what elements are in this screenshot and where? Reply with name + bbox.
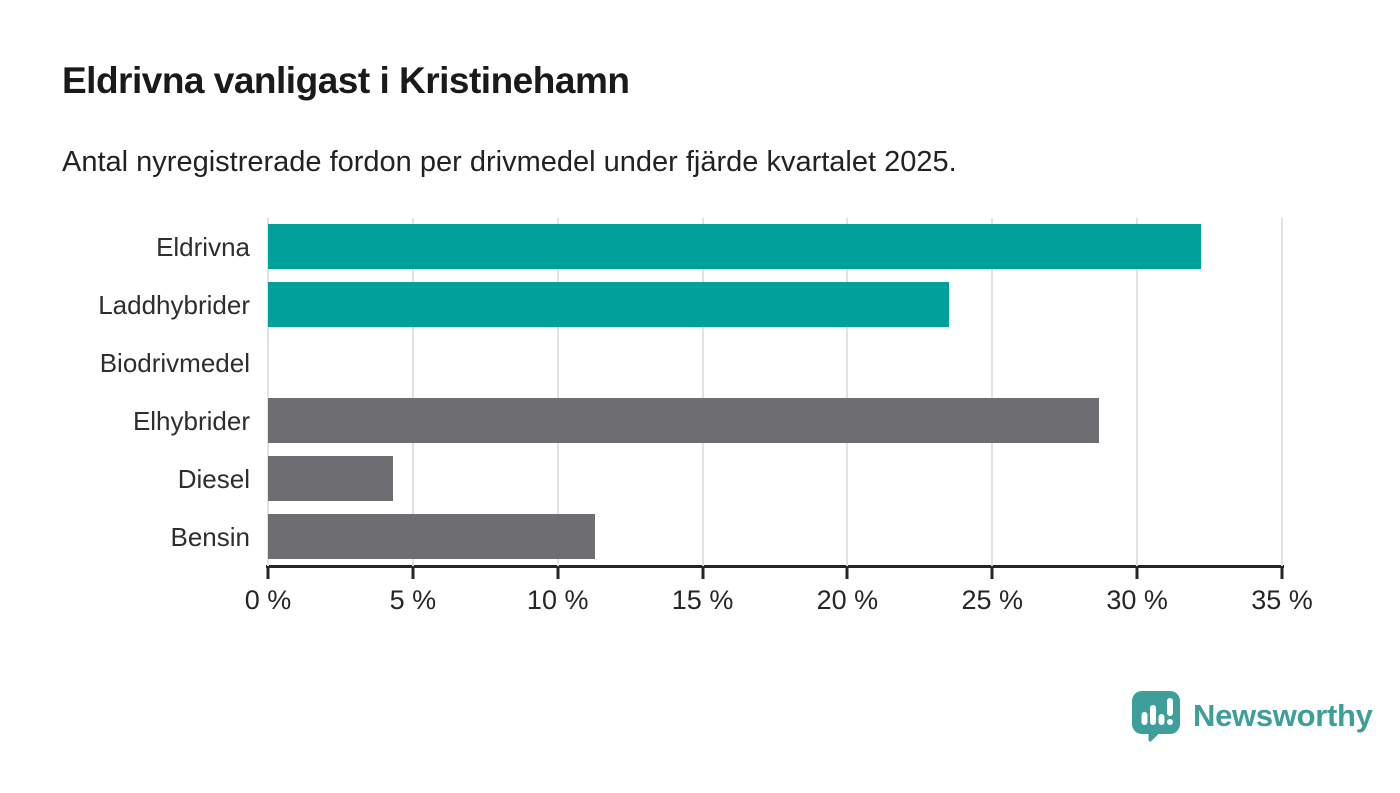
- gridline: [556, 218, 559, 566]
- axis-tick: [701, 565, 705, 579]
- bar: [268, 282, 949, 327]
- category-label: Eldrivna: [156, 231, 250, 262]
- gridline: [846, 218, 849, 566]
- tick-label: 5 %: [389, 585, 437, 615]
- newsworthy-logo: Newsworthy: [1130, 690, 1373, 742]
- bar-row: [268, 450, 1282, 508]
- category-label: Biodrivmedel: [99, 347, 250, 378]
- chart-title: Eldrivna vanligast i Kristinehamn: [62, 60, 630, 101]
- bar-row: [268, 334, 1282, 392]
- newsworthy-bubble-chart-icon: [1132, 691, 1180, 742]
- category-labels: Eldrivna Laddhybrider Biodrivmedel Elhybrid…: [0, 218, 250, 566]
- brand-name: Newsworthy: [1193, 698, 1373, 733]
- gridline: [267, 218, 269, 566]
- chart-subtitle: Antal nyregistrerade fordon per drivmede…: [62, 146, 957, 178]
- bar: [268, 224, 1201, 269]
- axis-tick: [845, 565, 849, 579]
- axis-tick: [556, 565, 560, 579]
- gridline: [1136, 218, 1139, 566]
- bar: [268, 398, 1100, 443]
- axis-tick: [266, 565, 270, 579]
- gridline: [1281, 218, 1283, 566]
- category-label: Laddhybrider: [98, 289, 250, 320]
- bar-row: [268, 218, 1282, 276]
- tick-label: 35 %: [1251, 585, 1313, 615]
- axis-tick: [1280, 565, 1284, 579]
- bar-row: [268, 392, 1282, 450]
- category-label: Bensin: [170, 521, 251, 552]
- tick-label: 25 %: [961, 585, 1024, 615]
- plot-area: [267, 218, 1283, 566]
- category-label: Elhybrider: [132, 405, 250, 436]
- axis-tick: [1135, 565, 1139, 579]
- tick-label: 0 %: [244, 585, 292, 615]
- bar-row: [268, 508, 1282, 566]
- tick-label: 15 %: [671, 585, 734, 615]
- axis-tick: [990, 565, 994, 579]
- x-axis: 0 % 5 % 10 % 15 % 20 % 25 % 30 % 35 %: [245, 565, 1313, 615]
- tick-label: 20 %: [816, 585, 879, 615]
- gridline: [411, 218, 414, 566]
- axis-line: [266, 565, 1284, 568]
- gridline: [991, 218, 994, 566]
- tick-label: 30 %: [1106, 585, 1168, 615]
- bar: [268, 456, 393, 501]
- axis-tick: [411, 565, 415, 579]
- category-label: Diesel: [177, 463, 250, 494]
- tick-label: 10 %: [526, 585, 589, 615]
- bar-row: [268, 276, 1282, 334]
- bar: [268, 514, 596, 559]
- gridline: [701, 218, 704, 566]
